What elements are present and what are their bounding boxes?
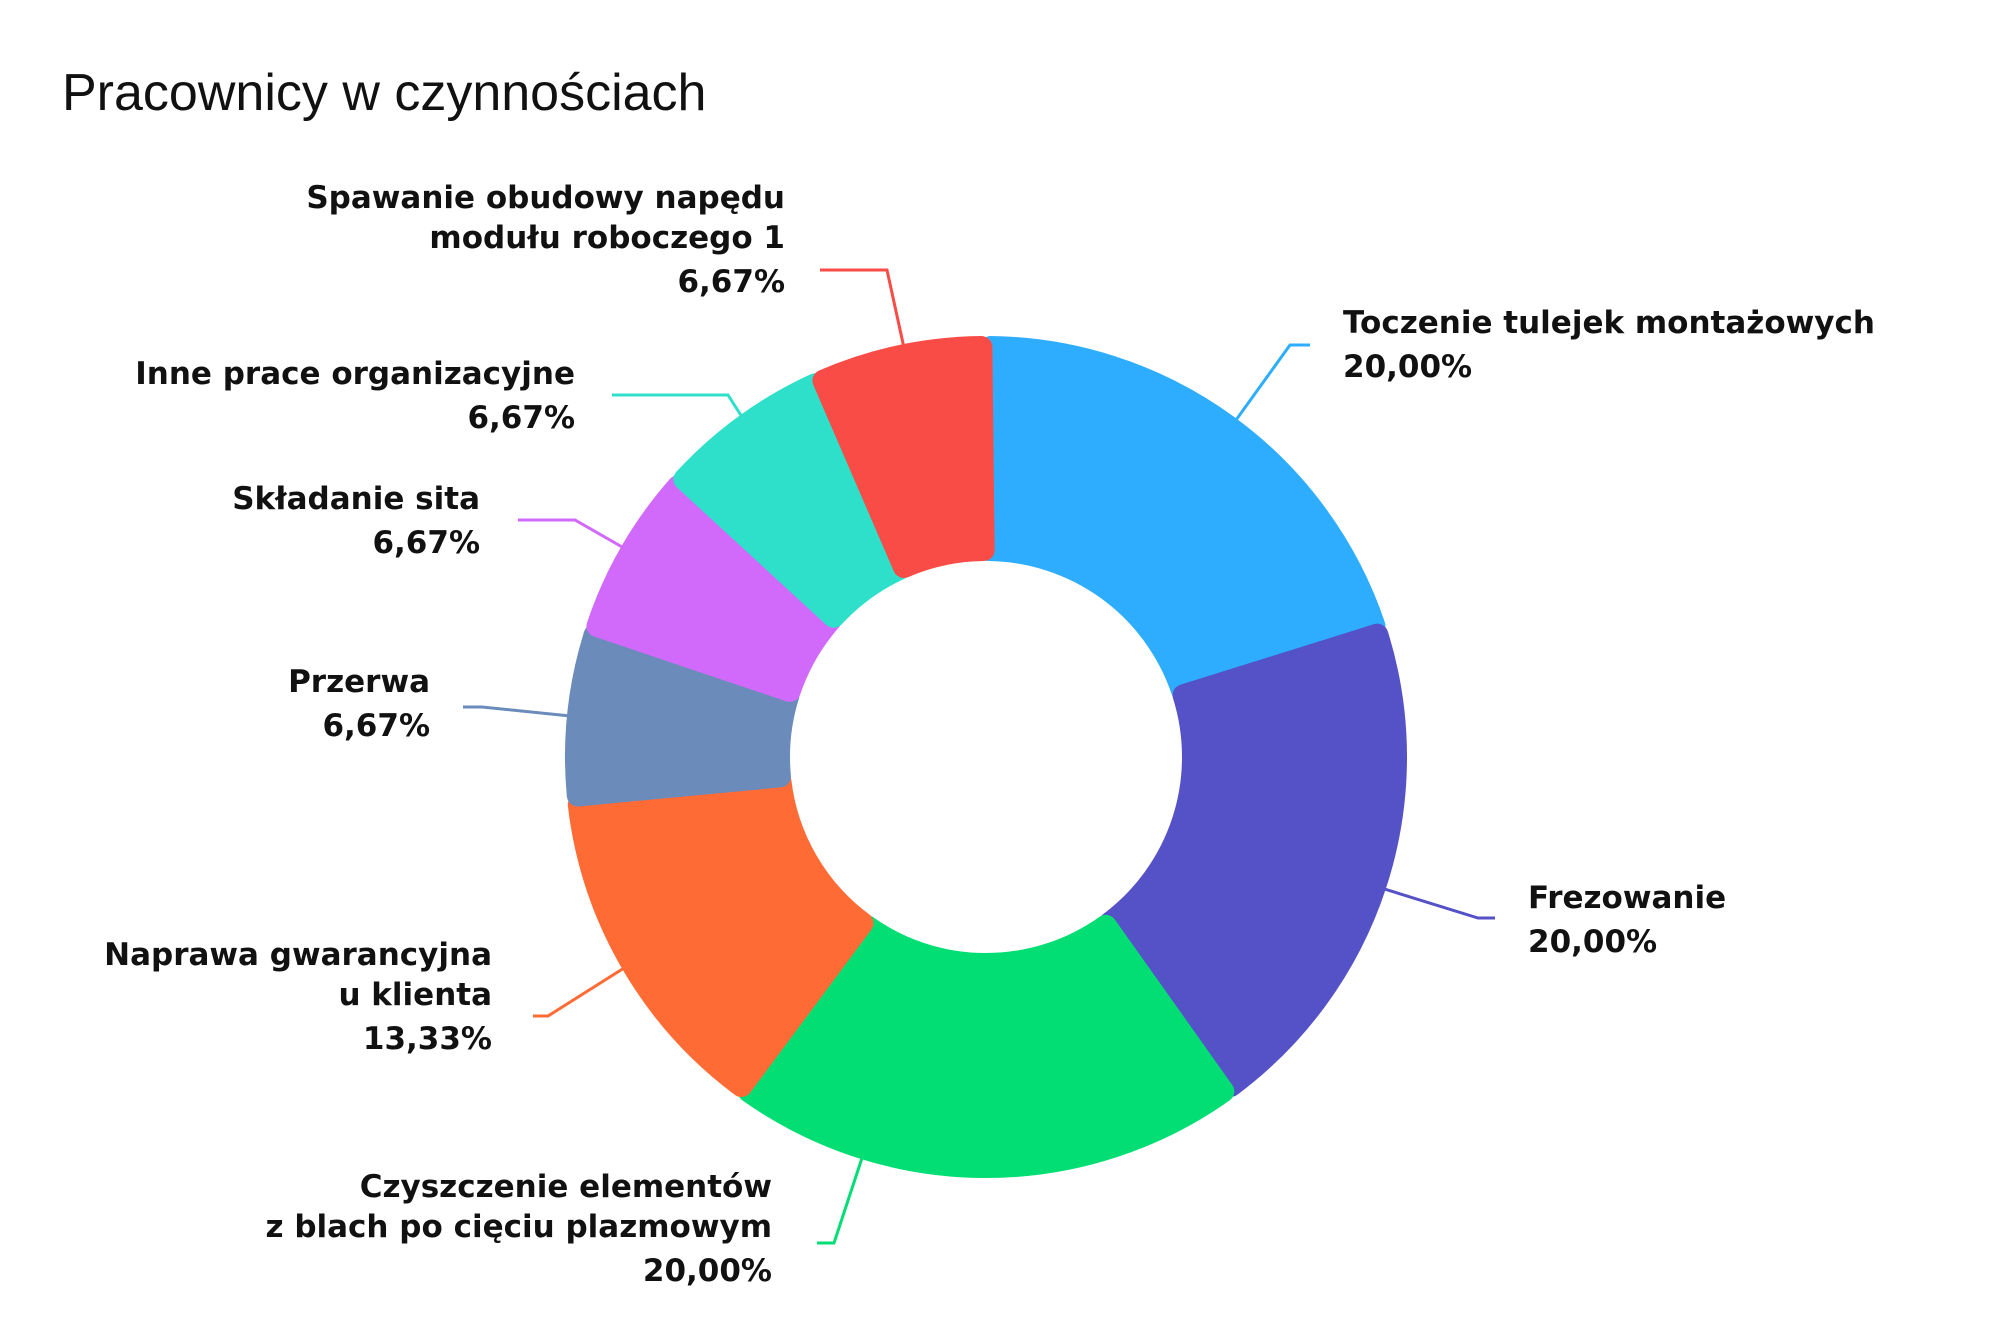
slice-value-6: 6,67% xyxy=(467,400,575,436)
leader-line-4 xyxy=(463,705,581,719)
slice-value-3: 13,33% xyxy=(363,1021,492,1057)
slice-value-4: 6,67% xyxy=(322,708,430,744)
slice-label-7-line-0: Spawanie obudowy napędu xyxy=(306,180,785,216)
slice-value-2: 20,00% xyxy=(643,1253,772,1289)
slice-label-0-line-0: Toczenie tulejek montażowych xyxy=(1343,305,1875,341)
slices-group xyxy=(565,336,1407,1178)
leader-line-2 xyxy=(817,1151,866,1245)
slice-label-2-line-0: Czyszczenie elementów xyxy=(360,1169,772,1205)
slice-7[interactable] xyxy=(812,336,995,578)
slice-value-1: 20,00% xyxy=(1528,924,1657,960)
slice-label-6-line-0: Inne prace organizacyjne xyxy=(135,356,575,392)
leader-line-0 xyxy=(1229,343,1310,428)
labels-group: Toczenie tulejek montażowych 20,00% Frezow… xyxy=(104,180,1875,1289)
leader-line-1 xyxy=(1377,885,1495,920)
leader-line-5 xyxy=(518,518,637,557)
slice-label-3-line-0: Naprawa gwarancyjna xyxy=(104,937,492,973)
slice-value-0: 20,00% xyxy=(1343,349,1472,385)
slice-1[interactable] xyxy=(1098,623,1407,1097)
slice-value-7: 6,67% xyxy=(677,264,785,300)
slice-value-5: 6,67% xyxy=(372,525,480,561)
slice-label-4-line-0: Przerwa xyxy=(288,664,430,700)
slice-label-2-line-1: z blach po cięciu plazmowym xyxy=(265,1209,772,1245)
chart-title: Pracownicy w czynnościach xyxy=(62,64,706,122)
leader-line-3 xyxy=(533,961,633,1018)
slice-2[interactable] xyxy=(737,914,1235,1178)
slice-label-5-line-0: Składanie sita xyxy=(232,481,480,517)
slice-label-3-line-1: u klienta xyxy=(338,977,492,1013)
slice-label-1-line-0: Frezowanie xyxy=(1528,880,1726,916)
slice-0[interactable] xyxy=(977,336,1386,702)
slice-3[interactable] xyxy=(567,770,874,1098)
leader-line-6 xyxy=(612,393,751,429)
slice-label-7-line-1: modułu roboczego 1 xyxy=(429,220,785,256)
leader-line-7 xyxy=(820,268,908,358)
